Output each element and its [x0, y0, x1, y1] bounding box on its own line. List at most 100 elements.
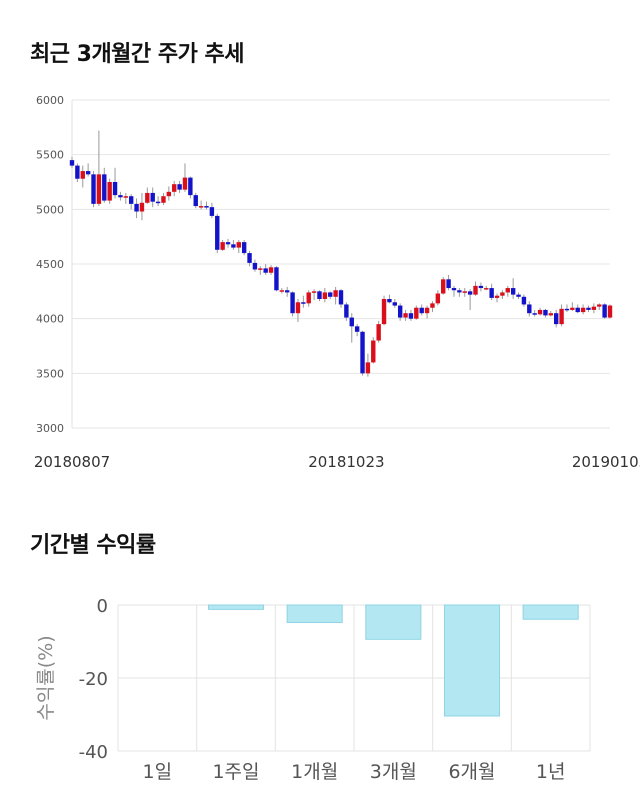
candle-body [387, 298, 392, 303]
candle [311, 289, 317, 301]
candle-body [381, 298, 387, 325]
candle [198, 200, 204, 210]
candle-body [134, 203, 139, 212]
candle-body [397, 305, 403, 318]
candle [134, 198, 139, 219]
candle [161, 192, 166, 205]
candle [414, 305, 419, 320]
candle [85, 163, 91, 177]
x-tick-label: 1일 [143, 761, 173, 783]
candle [268, 265, 274, 275]
candle-body [532, 313, 537, 315]
candle [236, 239, 241, 254]
candle [602, 303, 607, 319]
candle-body [570, 307, 575, 310]
candle [521, 294, 527, 307]
candle [96, 130, 102, 207]
candle [580, 304, 586, 315]
candle [462, 288, 467, 297]
candle-body [80, 171, 85, 179]
candle-body [462, 291, 467, 293]
candle [145, 187, 150, 204]
candle-body [247, 253, 252, 263]
candle [554, 309, 559, 328]
candle-body [182, 177, 188, 190]
candle [215, 213, 220, 254]
candle [252, 259, 258, 272]
candle-body [274, 267, 279, 291]
candle-body [559, 308, 564, 325]
candle-body [403, 313, 408, 318]
candle [150, 187, 155, 208]
candle-body [564, 308, 570, 311]
candle [424, 305, 430, 319]
candle-body [344, 304, 349, 318]
candle [349, 313, 354, 343]
candle [317, 290, 322, 302]
candle-body [198, 206, 204, 208]
candle [344, 302, 349, 321]
candle [338, 289, 344, 308]
candle-body [376, 324, 381, 341]
candle [478, 282, 484, 292]
candle [263, 264, 268, 275]
candle-body [354, 326, 360, 332]
candle [274, 266, 279, 292]
candle-body [419, 307, 424, 314]
candle-body [494, 295, 500, 298]
y-tick-label: 6000 [36, 94, 64, 107]
candle-body [322, 292, 328, 299]
candle [225, 238, 231, 248]
candle-body [306, 292, 311, 304]
candle [591, 303, 597, 314]
candle [510, 278, 516, 299]
candle [241, 239, 247, 256]
candle [575, 304, 580, 314]
candle-body [85, 171, 91, 175]
candle-body [241, 242, 247, 254]
y-tick-label: 3000 [36, 422, 64, 435]
candle-body [489, 288, 494, 298]
candle-body [215, 215, 220, 250]
candle [220, 239, 225, 251]
candle-body [607, 305, 613, 318]
candle [494, 293, 500, 303]
candle-body [75, 165, 80, 179]
bar [443, 604, 501, 717]
candle-body [371, 340, 376, 363]
candle-body [365, 362, 371, 374]
candle [177, 180, 182, 193]
candle-body [69, 160, 75, 166]
x-tick-label: 20181023 [308, 453, 384, 471]
x-tick-label: 6개월 [448, 761, 495, 783]
x-tick-label: 1년 [536, 761, 566, 783]
candle [193, 192, 198, 209]
candle [166, 186, 172, 201]
candle [322, 288, 328, 303]
candle-body [258, 268, 263, 270]
candle-body [435, 293, 441, 304]
candle-body [102, 174, 107, 201]
candle [204, 201, 209, 210]
candle-body [441, 279, 446, 294]
candle [172, 180, 177, 197]
candle-body [333, 290, 338, 297]
candle-body [575, 307, 580, 313]
candle [505, 285, 510, 297]
candle-body [225, 242, 231, 245]
period-return-chart: 0 -20 -40 1일 1주일 1개월 3개월 6개월 1년 수익률(%) [35, 596, 591, 783]
candle-body [290, 292, 295, 314]
candle-body [597, 304, 602, 307]
y-tick-label: 4000 [36, 313, 64, 326]
candle [295, 298, 301, 322]
candle [360, 330, 365, 376]
candle [527, 301, 532, 317]
candle-body [150, 192, 155, 202]
candle [607, 304, 613, 319]
candle [446, 274, 451, 291]
candle-body [586, 307, 591, 310]
candle [306, 290, 311, 307]
candle [376, 320, 381, 343]
y-tick-label: 5500 [36, 149, 64, 162]
candle-body [408, 313, 414, 319]
